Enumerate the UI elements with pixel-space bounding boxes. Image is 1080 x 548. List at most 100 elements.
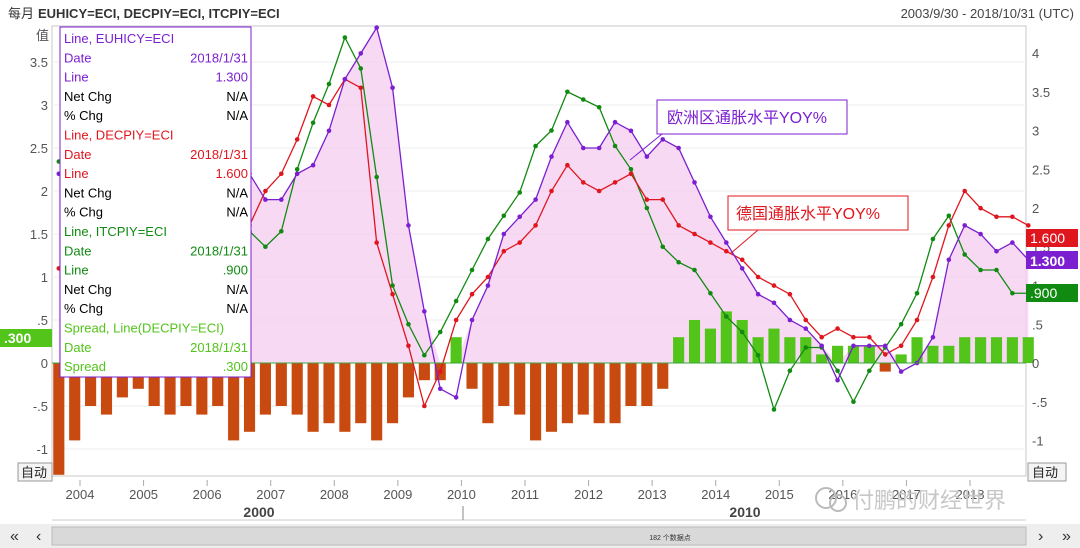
eurozone-point bbox=[390, 85, 395, 91]
italy-point bbox=[962, 252, 968, 257]
italy-point bbox=[501, 213, 507, 219]
germany-point bbox=[962, 188, 968, 194]
x-tick-label: 2004 bbox=[66, 487, 95, 502]
spread-bar bbox=[752, 337, 764, 363]
eurozone-point bbox=[803, 326, 809, 331]
tooltip-value: N/A bbox=[226, 301, 248, 316]
eurozone-point bbox=[882, 343, 888, 349]
germany-point bbox=[628, 171, 634, 177]
germany-point bbox=[612, 180, 618, 185]
germany-point bbox=[914, 317, 920, 323]
right-tick-label: -1 bbox=[1032, 434, 1044, 449]
tooltip-value: .300 bbox=[223, 359, 248, 374]
italy-point bbox=[580, 97, 586, 102]
eurozone-point bbox=[692, 180, 697, 185]
eurozone-area-fill bbox=[58, 27, 1029, 363]
italy-point bbox=[787, 368, 793, 374]
spread-bar bbox=[704, 328, 716, 363]
italy-point bbox=[1010, 290, 1015, 296]
germany-point bbox=[596, 188, 602, 194]
eurozone-point bbox=[644, 154, 650, 159]
italy-point bbox=[978, 267, 983, 273]
spread-bar bbox=[1006, 337, 1018, 363]
x-tick-label: 2013 bbox=[638, 487, 667, 502]
it-tag-bg bbox=[1026, 284, 1078, 302]
left-tick-label: 1.5 bbox=[30, 227, 48, 242]
right-tick-label: 3 bbox=[1032, 124, 1039, 139]
spread-bar bbox=[514, 363, 526, 415]
italy-point bbox=[533, 143, 538, 149]
italy-point bbox=[739, 329, 745, 335]
italy-point bbox=[390, 283, 395, 288]
germany-point bbox=[787, 291, 793, 297]
watermark-text: 付鹏的财经世界 bbox=[852, 488, 1006, 513]
spread-bar bbox=[339, 363, 351, 432]
x-tick-label: 2009 bbox=[383, 487, 412, 502]
scroll-right-end-button[interactable]: » bbox=[1062, 528, 1071, 545]
left-spread-tag-bg bbox=[0, 329, 52, 347]
spread-bar bbox=[688, 320, 701, 363]
germany-point bbox=[898, 343, 904, 349]
scroll-left-end-button[interactable]: « bbox=[10, 528, 19, 545]
scroll-right-button[interactable]: › bbox=[1038, 528, 1043, 545]
italy-point bbox=[914, 290, 920, 296]
de-tag: 1.600 bbox=[1030, 230, 1065, 246]
germany-point bbox=[644, 197, 650, 202]
x-tick-label: 2005 bbox=[129, 487, 158, 502]
spread-bar bbox=[863, 345, 875, 363]
italy-point bbox=[930, 236, 936, 242]
germany-point bbox=[755, 274, 761, 280]
germany-point bbox=[867, 334, 872, 340]
spread-bar bbox=[371, 363, 383, 441]
tooltip-label: Net Chg bbox=[64, 185, 112, 200]
germany-point bbox=[978, 205, 983, 211]
eurozone-point bbox=[342, 76, 348, 82]
spread-bar bbox=[148, 363, 160, 406]
tooltip-label: Date bbox=[64, 147, 91, 162]
spread-bars bbox=[53, 311, 1034, 475]
germany-point bbox=[374, 240, 379, 245]
x-tick-label: 2018 bbox=[956, 487, 985, 502]
germany-point bbox=[946, 223, 952, 228]
eurozone-point bbox=[835, 377, 840, 383]
spread-bar bbox=[657, 363, 669, 389]
eurozone-point bbox=[437, 386, 443, 392]
scrollbar-thumb[interactable] bbox=[51, 526, 1027, 546]
tooltip-value: N/A bbox=[226, 185, 248, 200]
eurozone-point bbox=[1010, 240, 1015, 245]
spread-bar bbox=[895, 354, 907, 363]
germany-point bbox=[803, 317, 809, 323]
germany-point bbox=[851, 334, 856, 340]
eurozone-point bbox=[263, 197, 268, 202]
de-tag-bg bbox=[1026, 229, 1078, 247]
italy-point bbox=[612, 143, 618, 149]
italy-point bbox=[374, 174, 379, 180]
germany-point bbox=[994, 214, 999, 220]
eurozone-point bbox=[326, 128, 332, 134]
auto-scale-left-button[interactable]: 自动 bbox=[17, 462, 53, 482]
tooltip-label: Line bbox=[64, 70, 89, 85]
tooltip-value: 2018/1/31 bbox=[190, 243, 248, 258]
tooltip-label: Date bbox=[64, 50, 91, 65]
italy-point bbox=[835, 368, 840, 374]
spread-bar bbox=[259, 363, 271, 415]
wechat-icon-bubble bbox=[829, 494, 847, 512]
spread-bar bbox=[466, 363, 478, 389]
auto-scale-right-button[interactable]: 自动 bbox=[1027, 462, 1067, 482]
date-range: 2003/9/30 - 2018/10/31 (UTC) bbox=[901, 6, 1074, 21]
left-tick-label: .5 bbox=[37, 313, 48, 328]
italy-point bbox=[994, 267, 999, 273]
germany-point bbox=[580, 180, 586, 185]
x-tick-label: 2007 bbox=[256, 487, 285, 502]
x-tick-label: 2008 bbox=[320, 487, 349, 502]
eurozone-point bbox=[374, 25, 379, 30]
italy-point bbox=[263, 244, 268, 250]
scroll-left-button[interactable]: ‹ bbox=[36, 528, 41, 545]
eurozone-point bbox=[469, 317, 475, 323]
spread-bar bbox=[593, 363, 605, 424]
eu-tag: 1.300 bbox=[1030, 253, 1065, 269]
spread-bar bbox=[498, 363, 510, 406]
auto-scale-right-label: 自动 bbox=[1032, 465, 1058, 480]
italy-point bbox=[342, 35, 348, 40]
italy-point bbox=[469, 267, 475, 273]
